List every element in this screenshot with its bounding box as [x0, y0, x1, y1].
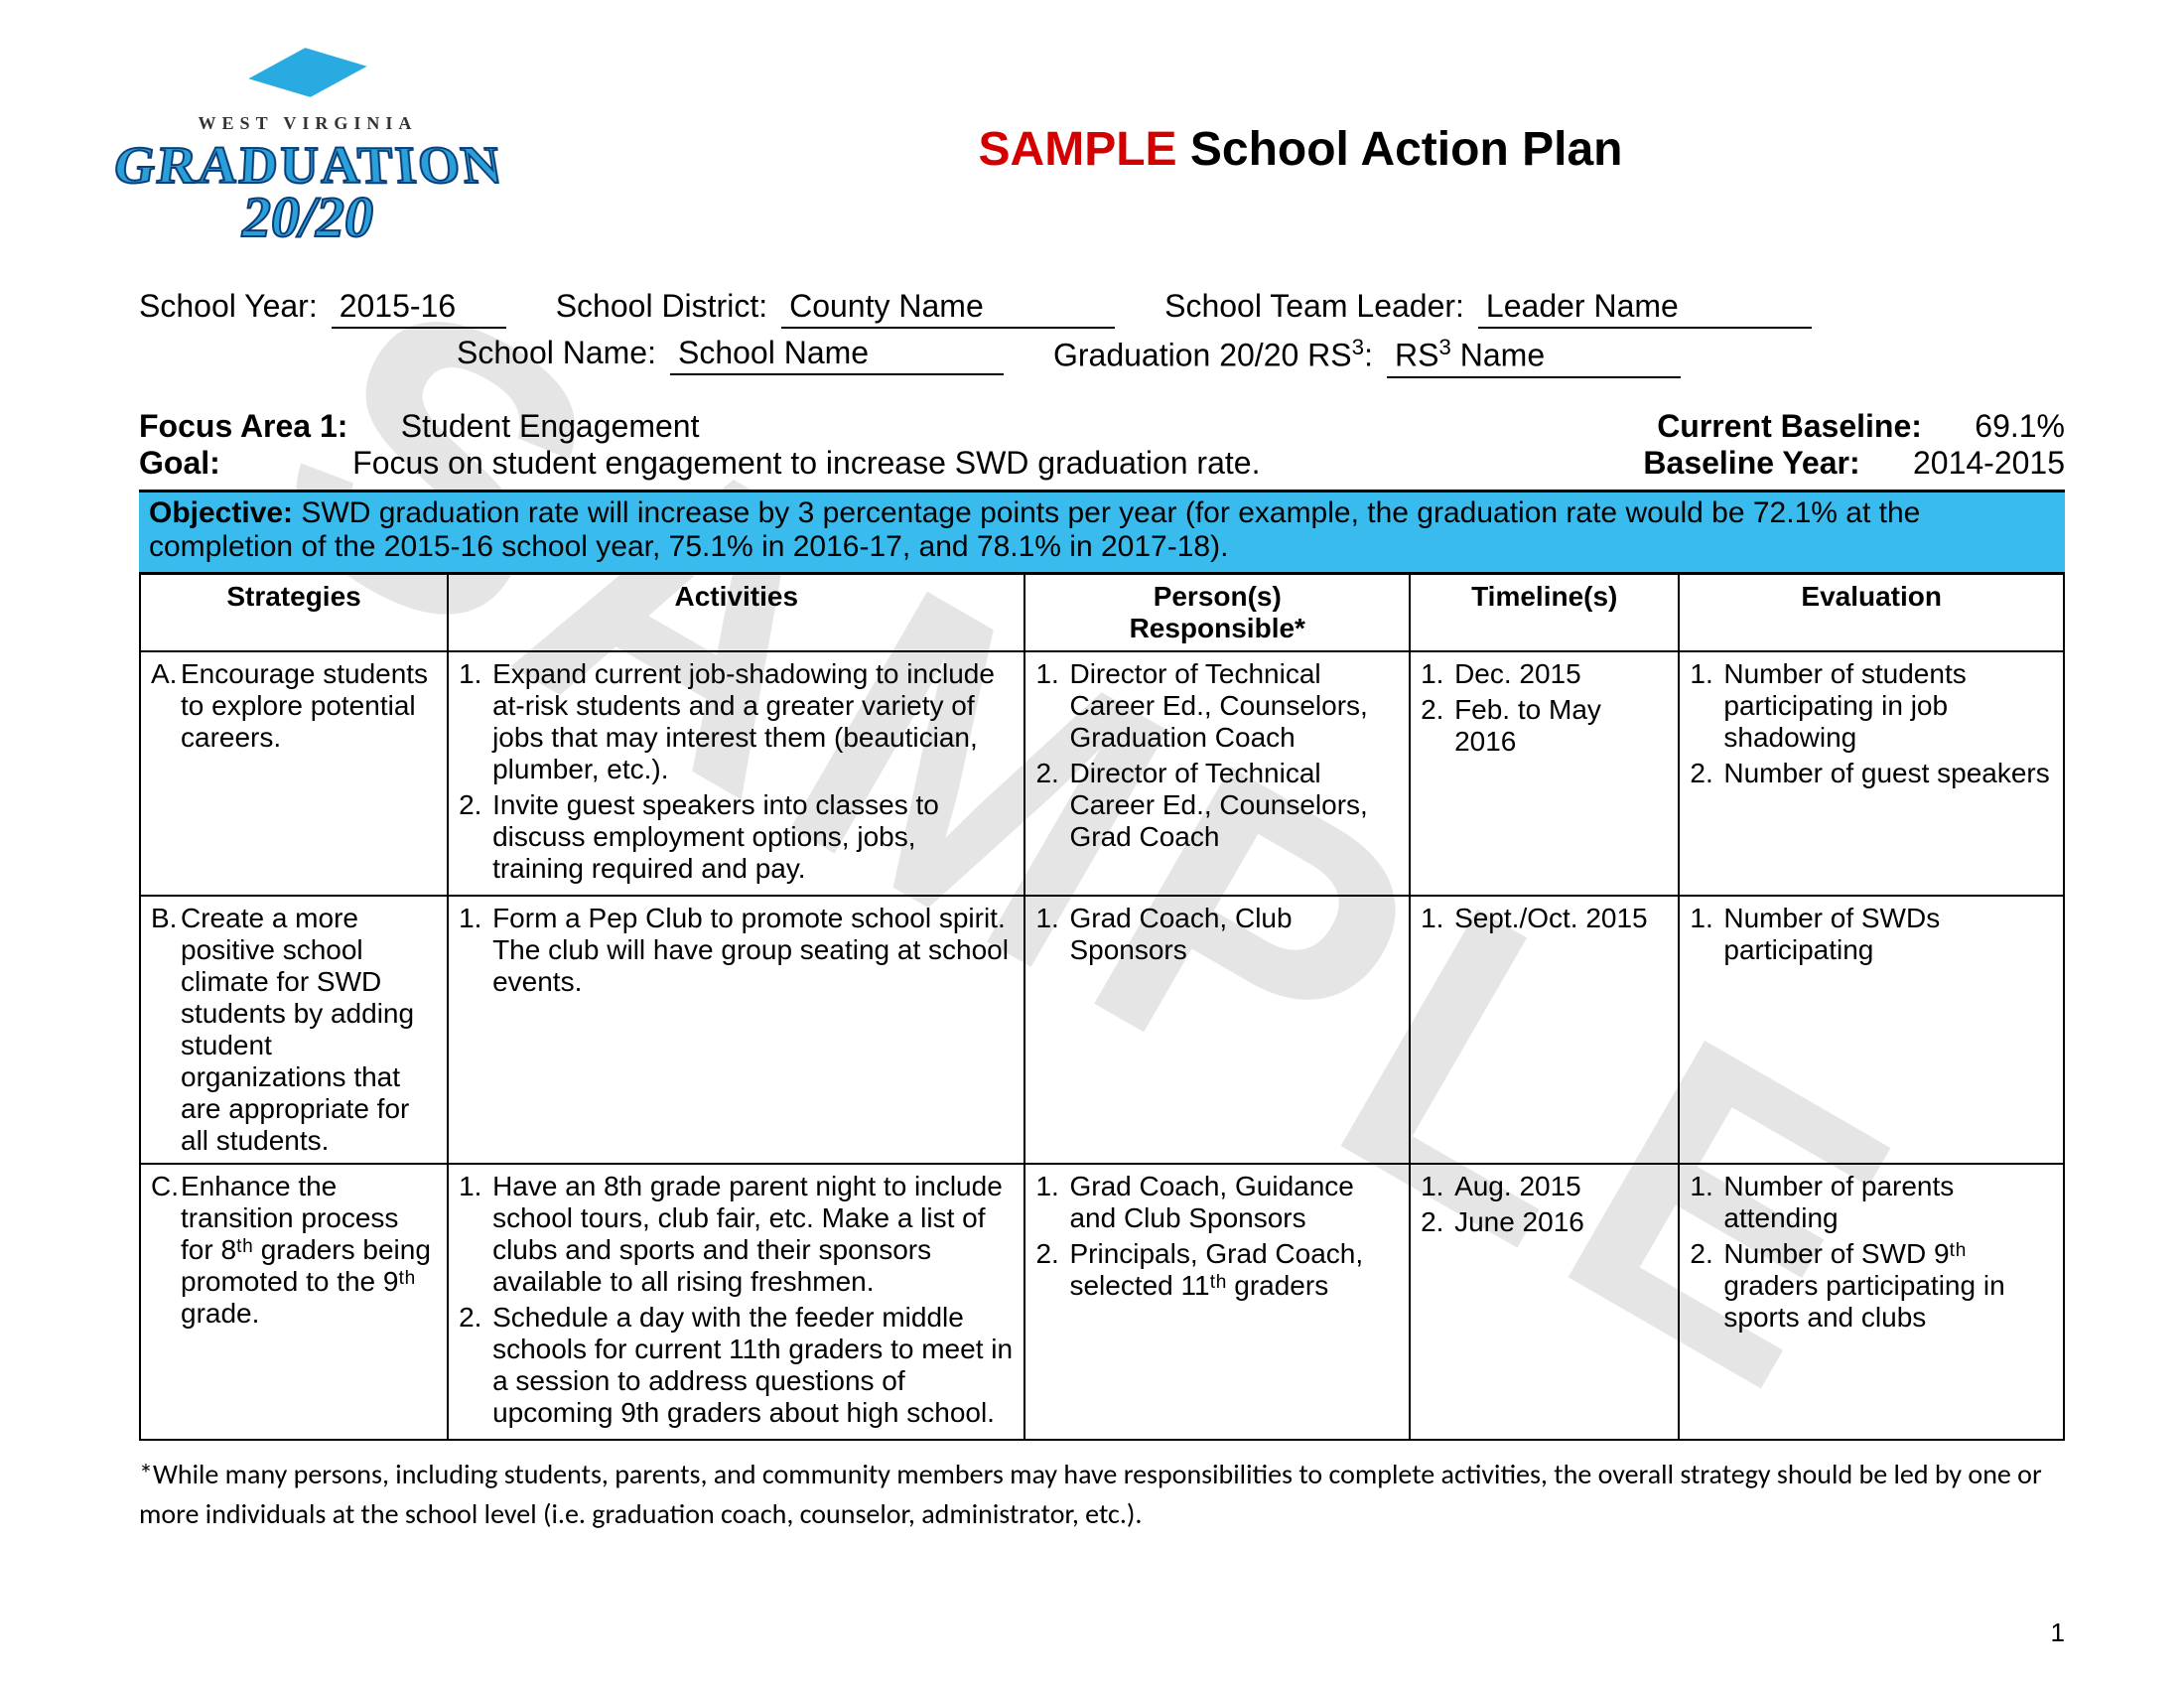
label-school-year: School Year:: [139, 288, 318, 325]
page-number: 1: [2051, 1618, 2065, 1648]
col-timelines: Timeline(s): [1410, 575, 1679, 651]
field-district: School District: County Name: [556, 288, 1115, 329]
timeline-item: 1.Aug. 2015: [1421, 1171, 1668, 1202]
cell-timelines: 1.Aug. 2015 2.June 2016: [1410, 1164, 1679, 1440]
field-team-leader: School Team Leader: Leader Name: [1164, 288, 1812, 329]
col-persons: Person(s)Responsible*: [1024, 575, 1410, 651]
activity-item: 2.Schedule a day with the feeder middle …: [459, 1302, 1014, 1429]
label-rs: Graduation 20/20 RS3:: [1053, 335, 1373, 374]
graduation-cap-icon: [246, 42, 370, 103]
person-item: 2.Director of Technical Career Ed., Coun…: [1035, 758, 1399, 853]
cell-timelines: 1.Sept./Oct. 2015: [1410, 896, 1679, 1164]
baseline-year-label: Baseline Year:: [1643, 445, 1859, 481]
objective-text: SWD graduation rate will increase by 3 p…: [149, 496, 1920, 563]
objective-bar: Objective: SWD graduation rate will incr…: [139, 490, 2065, 575]
activity-item: 1.Expand current job-shadowing to includ…: [459, 658, 1014, 785]
table-row: A.Encourage students to explore potentia…: [140, 651, 2064, 896]
title-sample: SAMPLE: [979, 123, 1177, 176]
action-plan-table: Strategies Activities Person(s)Responsib…: [139, 575, 2065, 1441]
cell-persons: 1.Grad Coach, Club Sponsors: [1024, 896, 1410, 1164]
label-district: School District:: [556, 288, 767, 325]
evaluation-item: 1.Number of students participating in jo…: [1690, 658, 2053, 754]
cell-strategy: C.Enhance the transition process for 8ᵗʰ…: [140, 1164, 448, 1440]
evaluation-item: 1.Number of parents attending: [1690, 1171, 2053, 1234]
page-title: SAMPLE School Action Plan: [536, 122, 2065, 177]
baseline-value: 69.1%: [1975, 408, 2065, 444]
table-row: B.Create a more positive school climate …: [140, 896, 2064, 1164]
logo-subtitle: WEST VIRGINIA: [199, 113, 418, 134]
cell-activities: 1.Form a Pep Club to promote school spir…: [448, 896, 1024, 1164]
label-school-name: School Name:: [457, 335, 656, 371]
footnote: *While many persons, including students,…: [139, 1455, 2065, 1535]
meta-block: School Year: 2015-16 School District: Co…: [139, 288, 2065, 378]
label-team-leader: School Team Leader:: [1164, 288, 1464, 325]
cell-strategy: A.Encourage students to explore potentia…: [140, 651, 448, 896]
focus-block: Focus Area 1: Student Engagement Current…: [139, 408, 2065, 482]
goal-value: Focus on student engagement to increase …: [352, 445, 1260, 481]
person-item: 2.Principals, Grad Coach, selected 11ᵗʰ …: [1035, 1238, 1399, 1302]
cell-activities: 1.Have an 8th grade parent night to incl…: [448, 1164, 1024, 1440]
graduation-2020-logo: WEST VIRGINIA GRADUATION 20/20: [139, 40, 477, 258]
header: WEST VIRGINIA GRADUATION 20/20 SAMPLE Sc…: [139, 40, 2065, 258]
value-school-year: 2015-16: [332, 288, 506, 329]
activity-item: 1.Form a Pep Club to promote school spir…: [459, 903, 1014, 998]
evaluation-item: 1.Number of SWDs participating: [1690, 903, 2053, 966]
title-rest: School Action Plan: [1177, 123, 1623, 176]
col-strategies: Strategies: [140, 575, 448, 651]
timeline-item: 1.Dec. 2015: [1421, 658, 1668, 690]
activity-item: 2.Invite guest speakers into classes to …: [459, 789, 1014, 885]
baseline-year-value: 2014-2015: [1913, 445, 2065, 481]
cell-evaluation: 1.Number of parents attending2.Number of…: [1679, 1164, 2064, 1440]
table-row: C.Enhance the transition process for 8ᵗʰ…: [140, 1164, 2064, 1440]
evaluation-item: 2.Number of guest speakers: [1690, 758, 2053, 789]
field-school-year: School Year: 2015-16: [139, 288, 506, 329]
evaluation-item: 2.Number of SWD 9ᵗʰ graders participatin…: [1690, 1238, 2053, 1334]
cell-persons: 1.Director of Technical Career Ed., Coun…: [1024, 651, 1410, 896]
value-school-name: School Name: [670, 335, 1004, 375]
cell-evaluation: 1.Number of students participating in jo…: [1679, 651, 2064, 896]
col-activities: Activities: [448, 575, 1024, 651]
focus-label: Focus Area 1:: [139, 408, 347, 444]
logo-main: GRADUATION: [108, 135, 507, 196]
value-district: County Name: [781, 288, 1115, 329]
cell-timelines: 1.Dec. 2015 2.Feb. to May 2016: [1410, 651, 1679, 896]
activity-item: 1.Have an 8th grade parent night to incl…: [459, 1171, 1014, 1298]
table-header-row: Strategies Activities Person(s)Responsib…: [140, 575, 2064, 651]
cell-persons: 1.Grad Coach, Guidance and Club Sponsors…: [1024, 1164, 1410, 1440]
timeline-item: 2.June 2016: [1421, 1206, 1668, 1238]
value-rs: RS3 Name: [1387, 335, 1681, 378]
cell-strategy: B.Create a more positive school climate …: [140, 896, 448, 1164]
cell-activities: 1.Expand current job-shadowing to includ…: [448, 651, 1024, 896]
goal-label: Goal:: [139, 445, 220, 481]
field-school-name: School Name: School Name: [457, 335, 1004, 378]
baseline-label: Current Baseline:: [1657, 408, 1922, 444]
field-rs: Graduation 20/20 RS3: RS3 Name: [1053, 335, 1681, 378]
person-item: 1.Grad Coach, Guidance and Club Sponsors: [1035, 1171, 1399, 1234]
timeline-item: 2.Feb. to May 2016: [1421, 694, 1668, 758]
col-evaluation: Evaluation: [1679, 575, 2064, 651]
focus-value: Student Engagement: [401, 408, 700, 444]
person-item: 1.Director of Technical Career Ed., Coun…: [1035, 658, 1399, 754]
value-team-leader: Leader Name: [1478, 288, 1812, 329]
person-item: 1.Grad Coach, Club Sponsors: [1035, 903, 1399, 966]
objective-label: Objective:: [149, 496, 293, 529]
timeline-item: 1.Sept./Oct. 2015: [1421, 903, 1668, 934]
cell-evaluation: 1.Number of SWDs participating: [1679, 896, 2064, 1164]
